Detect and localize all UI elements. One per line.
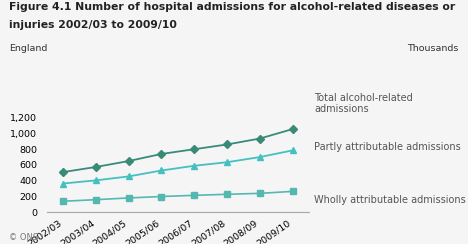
Text: Figure 4.1 Number of hospital admissions for alcohol-related diseases or: Figure 4.1 Number of hospital admissions…	[9, 2, 456, 12]
Text: injuries 2002/03 to 2009/10: injuries 2002/03 to 2009/10	[9, 20, 177, 30]
Text: Thousands: Thousands	[407, 44, 459, 53]
Text: Wholly attributable admissions: Wholly attributable admissions	[314, 195, 466, 205]
Text: England: England	[9, 44, 48, 53]
Text: © ONS: © ONS	[9, 233, 38, 242]
Text: Partly attributable admissions: Partly attributable admissions	[314, 142, 461, 152]
Text: Total alcohol-related
admissions: Total alcohol-related admissions	[314, 93, 413, 114]
